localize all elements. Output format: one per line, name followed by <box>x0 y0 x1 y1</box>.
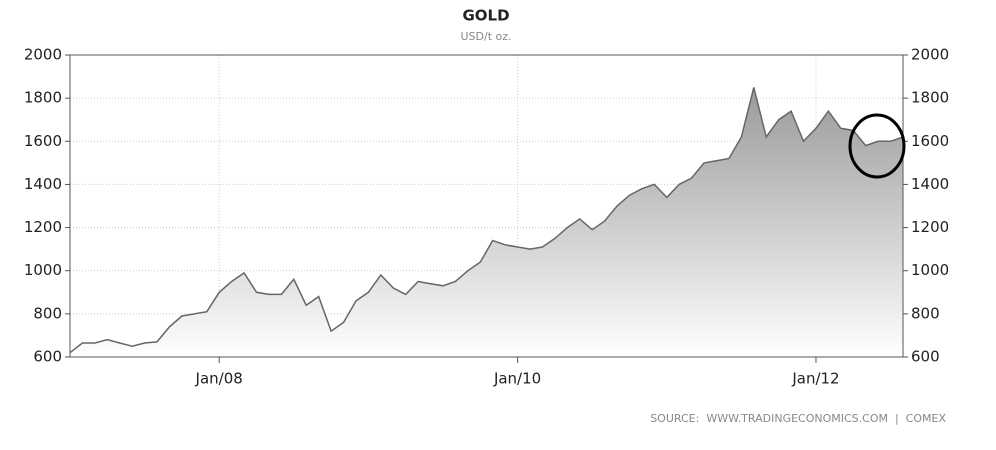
area <box>70 87 903 358</box>
highlight-circle <box>848 113 906 179</box>
y-tick-label: 2000 <box>24 46 62 64</box>
y-tick-label: 1400 <box>24 175 62 193</box>
chart-title: GOLD <box>462 7 509 25</box>
y2-tick-label: 1400 <box>911 175 949 193</box>
y-tick-label: 1000 <box>24 261 62 279</box>
y-tick-label: 600 <box>33 348 62 366</box>
plot-frame <box>69 54 904 358</box>
y2-tick-label: 1800 <box>911 89 949 107</box>
y2-tick-label: 1600 <box>911 132 949 150</box>
y-tick-label: 1800 <box>24 89 62 107</box>
y2-tick-label: 800 <box>911 304 940 322</box>
y2-tick-label: 1000 <box>911 261 949 279</box>
source: SOURCE: WWW.TRADINGECONOMICS.COM | COMEX <box>650 412 946 425</box>
y2-tick-label: 600 <box>911 348 940 366</box>
y2-tick-label: 2000 <box>911 46 949 64</box>
x-tick-label: Jan/12 <box>791 370 839 388</box>
y-tick-label: 1600 <box>24 132 62 150</box>
chart-subtitle: USD/t oz. <box>460 30 511 43</box>
x-tick-label: Jan/08 <box>195 370 243 388</box>
y2-tick-label: 1200 <box>911 218 949 236</box>
x-tick-label: Jan/10 <box>493 370 541 388</box>
y-tick-label: 1200 <box>24 218 62 236</box>
line <box>69 87 904 354</box>
plot: 600 600 800 800 1000 1000 1200 1200 1400 1400 1600… <box>24 46 949 388</box>
y-tick-label: 800 <box>33 304 62 322</box>
